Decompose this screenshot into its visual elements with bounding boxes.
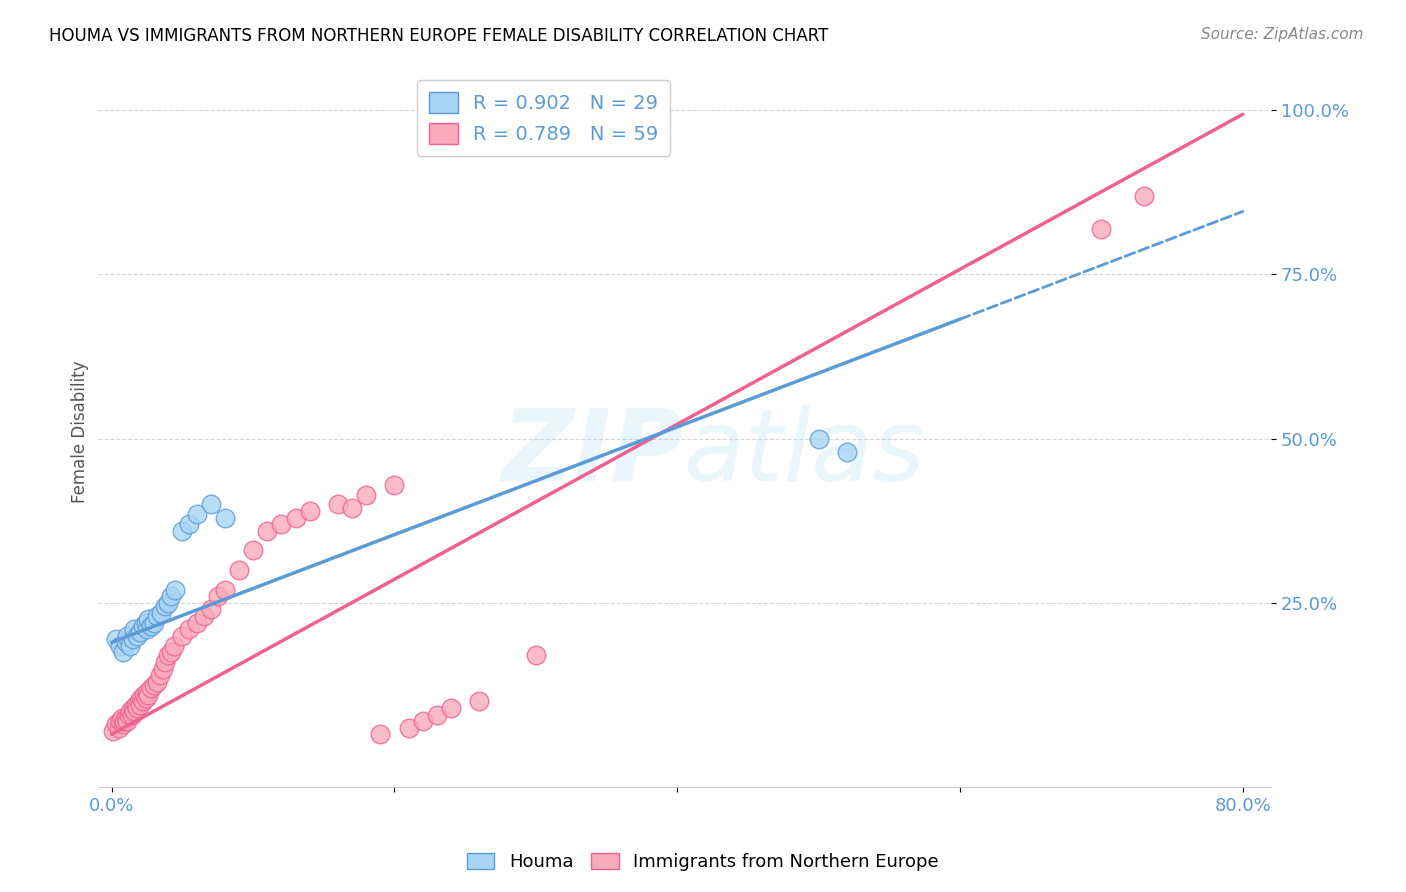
Point [384,477,406,491]
Point [135,615,157,630]
Point [242,543,264,558]
Point [111,717,134,731]
Y-axis label: Female Disability: Female Disability [72,361,89,503]
Point [122,632,145,646]
Point [155,655,177,669]
Point [157,648,180,663]
Point [104,717,127,731]
Point [284,510,307,524]
Point [114,714,136,728]
Point [128,694,150,708]
Point [129,698,152,712]
Point [354,487,377,501]
Point [270,517,292,532]
Point [121,707,143,722]
Point [200,497,222,511]
Point [120,639,142,653]
Point [136,684,159,698]
Point [135,691,157,706]
Point [1133,188,1156,202]
Point [138,612,160,626]
Point [117,714,139,728]
Text: atlas: atlas [685,405,927,502]
Point [152,662,174,676]
Point [101,724,124,739]
Point [214,510,236,524]
Text: ZIP: ZIP [502,405,685,502]
Point [298,504,321,518]
Point [165,582,187,597]
Point [132,619,155,633]
Point [160,645,183,659]
Point [200,602,222,616]
Point [136,622,159,636]
Point [146,674,169,689]
Point [807,432,830,446]
Point [104,632,127,646]
Point [157,596,180,610]
Point [149,668,172,682]
Point [108,714,131,728]
Point [143,678,166,692]
Point [172,524,194,538]
Point [426,707,449,722]
Point [172,629,194,643]
Point [141,681,163,696]
Point [115,635,138,649]
Point [124,704,146,718]
Point [146,609,169,624]
Point [163,639,186,653]
Point [440,701,463,715]
Point [111,645,134,659]
Point [132,694,155,708]
Point [134,688,156,702]
Text: Source: ZipAtlas.com: Source: ZipAtlas.com [1201,27,1364,42]
Point [370,727,392,741]
Point [186,508,208,522]
Point [412,714,434,728]
Point [207,590,229,604]
Point [131,691,153,706]
Point [468,694,491,708]
Point [160,590,183,604]
Point [214,582,236,597]
Point [150,606,173,620]
Point [115,711,138,725]
Point [1090,221,1112,235]
Point [122,701,145,715]
Point [127,629,149,643]
Point [340,500,363,515]
Point [129,625,152,640]
Point [141,619,163,633]
Point [155,599,177,614]
Legend: Houma, Immigrants from Northern Europe: Houma, Immigrants from Northern Europe [460,846,946,879]
Point [127,701,149,715]
Point [398,721,420,735]
Point [326,497,349,511]
Point [524,648,547,663]
Point [125,698,148,712]
Point [256,524,278,538]
Point [835,445,858,459]
Text: HOUMA VS IMMIGRANTS FROM NORTHERN EUROPE FEMALE DISABILITY CORRELATION CHART: HOUMA VS IMMIGRANTS FROM NORTHERN EUROPE… [49,27,828,45]
Point [179,517,201,532]
Point [120,704,142,718]
Point [193,609,215,624]
Point [179,622,201,636]
Point [117,629,139,643]
Point [228,563,250,577]
Point [107,721,129,735]
Point [186,615,208,630]
Point [110,711,132,725]
Point [143,615,166,630]
Point [118,707,141,722]
Point [138,688,160,702]
Point [108,639,131,653]
Point [124,622,146,636]
Legend: R = 0.902   N = 29, R = 0.789   N = 59: R = 0.902 N = 29, R = 0.789 N = 59 [416,80,671,155]
